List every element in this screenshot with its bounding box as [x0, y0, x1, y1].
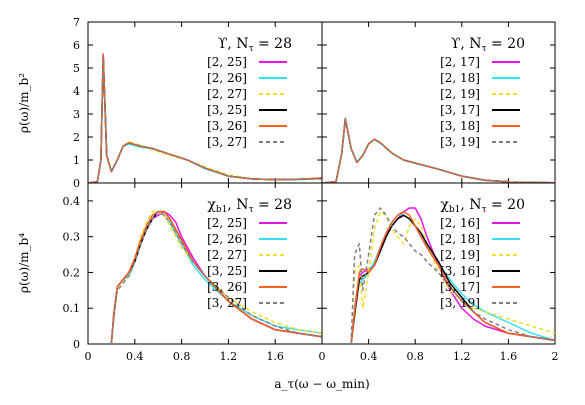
- legend-label: [3, 19]: [440, 296, 480, 310]
- y-tick-label: 4: [73, 85, 80, 98]
- panel-frame: [321, 182, 556, 345]
- legend-label: [3, 18]: [440, 119, 480, 133]
- x-tick-label: 0.8: [406, 350, 424, 363]
- legend-label: [3, 25]: [207, 103, 247, 117]
- legend-label: [3, 25]: [207, 264, 247, 278]
- legend-label: [3, 17]: [440, 280, 480, 294]
- y-tick-label: 0.1: [63, 302, 81, 315]
- legend-label: [2, 26]: [207, 71, 247, 85]
- legend-label: [3, 26]: [207, 280, 247, 294]
- panel-title: χb1, Nτ = 20: [440, 197, 525, 215]
- panel-title: χb1, Nτ = 28: [207, 197, 292, 215]
- legend-label: [3, 17]: [440, 103, 480, 117]
- series-line: [110, 210, 322, 344]
- y-tick-label: 0.4: [63, 195, 81, 208]
- x-tick-label: 1.6: [266, 350, 284, 363]
- series-group: [110, 210, 322, 344]
- x-tick-label: 1.2: [453, 350, 471, 363]
- series-line: [110, 210, 322, 344]
- panel-chib1-28: 0 0.4 0.8 1.2 1.600.10.20.30.4 χb1, Nτ = 28[2…: [63, 182, 323, 363]
- series-line: [350, 210, 555, 344]
- legend-label: [3, 27]: [207, 135, 247, 149]
- legend-label: [2, 16]: [440, 216, 480, 230]
- x-tick-label: 0: [319, 350, 326, 363]
- legend-label: [2, 19]: [440, 248, 480, 262]
- legend-label: [2, 27]: [207, 87, 247, 101]
- y-tick-label: 6: [73, 39, 80, 52]
- series-group: [322, 117, 555, 183]
- series-line: [88, 55, 322, 183]
- y-tick-label: 0: [73, 177, 80, 190]
- legend-label: [2, 27]: [207, 248, 247, 262]
- legend-label: [2, 18]: [440, 71, 480, 85]
- panel-upsilon-28: 0 1 2 3 4 5 6 7 ϒ, Nτ = 28[2, 25] [2, 26] [2, 27] […: [73, 16, 323, 190]
- x-tick-label: 0.8: [173, 350, 191, 363]
- panel-title: ϒ, Nτ = 20: [451, 36, 525, 54]
- y-axis-label-top: ρ(ω)/m_b²: [17, 73, 31, 133]
- legend-label: [2, 26]: [207, 232, 247, 246]
- x-tick-label: 0: [85, 350, 92, 363]
- series-line: [350, 210, 555, 344]
- panel-chib1-20: 0 0.4 0.8 1.2 1.6 2 χb1, Nτ = 20[2, 16] [2, 18]…: [319, 182, 559, 363]
- series-line: [88, 53, 322, 183]
- y-tick-label: 0.2: [63, 266, 81, 279]
- x-axis-label: a_τ(ω − ω_min): [274, 377, 369, 391]
- panel-upsilon-20: ϒ, Nτ = 20[2, 17] [2, 18] [2, 19] [3, 17] [3…: [321, 21, 556, 184]
- x-tick-label: 0.4: [126, 350, 144, 363]
- series-line: [322, 117, 555, 183]
- legend-label: [2, 19]: [440, 87, 480, 101]
- y-tick-label: 2: [73, 131, 80, 144]
- legend-label: [2, 25]: [207, 55, 247, 69]
- y-tick-label: 0: [73, 338, 80, 351]
- series-line: [322, 117, 555, 183]
- y-tick-label: 3: [73, 108, 80, 121]
- series-line: [322, 117, 555, 183]
- legend-label: [3, 19]: [440, 135, 480, 149]
- series-line: [322, 119, 555, 183]
- x-tick-label: 1.2: [220, 350, 238, 363]
- legend-label: [3, 16]: [440, 264, 480, 278]
- x-tick-label: 0.4: [360, 350, 378, 363]
- series-line: [322, 117, 555, 183]
- series-line: [88, 55, 322, 183]
- y-tick-label: 1: [73, 154, 80, 167]
- y-tick-label: 7: [73, 16, 80, 29]
- legend-label: [2, 25]: [207, 216, 247, 230]
- series-line: [350, 207, 555, 344]
- series-group: [88, 53, 322, 183]
- y-tick-label: 5: [73, 62, 80, 75]
- x-tick-label: 1.6: [500, 350, 518, 363]
- series-line: [322, 117, 555, 183]
- legend-label: [2, 18]: [440, 232, 480, 246]
- legend-label: [2, 17]: [440, 55, 480, 69]
- series-group: [350, 207, 555, 344]
- y-axis-label-bottom: ρ(ω)/m_b⁴: [17, 233, 31, 293]
- panel-title: ϒ, Nτ = 28: [218, 36, 292, 54]
- x-tick-label: 2: [552, 350, 559, 363]
- series-line: [88, 53, 322, 183]
- series-line: [88, 53, 322, 183]
- legend-label: [3, 26]: [207, 119, 247, 133]
- y-tick-label: 0.3: [63, 231, 81, 244]
- legend-label: [3, 27]: [207, 296, 247, 310]
